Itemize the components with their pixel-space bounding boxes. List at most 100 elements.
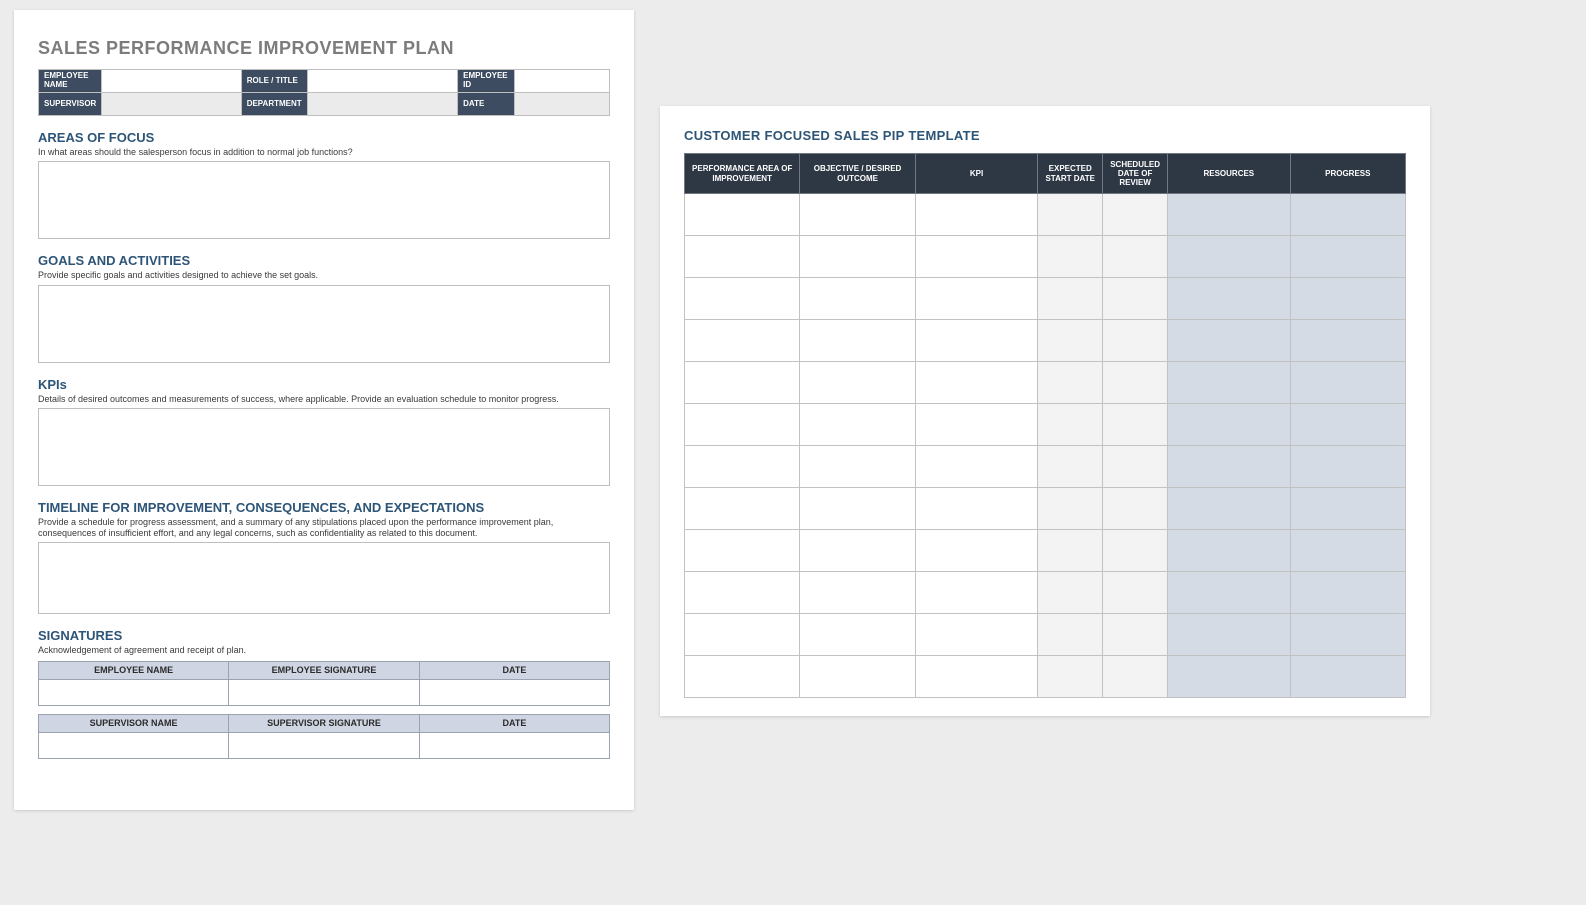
pip-cell[interactable]	[1290, 656, 1405, 698]
pip-cell[interactable]	[685, 278, 800, 320]
pip-cell[interactable]	[1103, 362, 1168, 404]
pip-cell[interactable]	[685, 488, 800, 530]
pip-cell[interactable]	[800, 278, 915, 320]
pip-cell[interactable]	[1038, 362, 1103, 404]
pip-cell[interactable]	[1103, 614, 1168, 656]
info-value-supervisor[interactable]	[102, 93, 241, 116]
pip-cell[interactable]	[800, 320, 915, 362]
info-value-employee-id[interactable]	[515, 70, 610, 93]
pip-cell[interactable]	[1038, 656, 1103, 698]
pip-cell[interactable]	[915, 194, 1038, 236]
pip-cell[interactable]	[1168, 572, 1291, 614]
pip-cell[interactable]	[1290, 614, 1405, 656]
pip-cell[interactable]	[685, 446, 800, 488]
sig-cell-sup-name[interactable]	[39, 732, 229, 758]
pip-cell[interactable]	[1290, 488, 1405, 530]
pip-cell[interactable]	[1168, 278, 1291, 320]
pip-cell[interactable]	[1103, 278, 1168, 320]
pip-cell[interactable]	[800, 236, 915, 278]
pip-cell[interactable]	[800, 530, 915, 572]
pip-cell[interactable]	[1103, 194, 1168, 236]
timeline-input-box[interactable]	[38, 542, 610, 614]
pip-cell[interactable]	[915, 488, 1038, 530]
info-value-date[interactable]	[515, 93, 610, 116]
pip-cell[interactable]	[685, 320, 800, 362]
pip-cell[interactable]	[1103, 488, 1168, 530]
areas-input-box[interactable]	[38, 161, 610, 239]
pip-cell[interactable]	[685, 614, 800, 656]
pip-cell[interactable]	[685, 362, 800, 404]
pip-cell[interactable]	[1290, 572, 1405, 614]
pip-cell[interactable]	[800, 614, 915, 656]
pip-cell[interactable]	[1168, 656, 1291, 698]
pip-cell[interactable]	[1168, 362, 1291, 404]
pip-cell[interactable]	[1290, 404, 1405, 446]
pip-cell[interactable]	[915, 572, 1038, 614]
pip-cell[interactable]	[915, 278, 1038, 320]
pip-cell[interactable]	[1290, 446, 1405, 488]
pip-cell[interactable]	[1290, 278, 1405, 320]
pip-cell[interactable]	[800, 572, 915, 614]
sig-cell-emp-sig[interactable]	[229, 679, 420, 705]
pip-cell[interactable]	[1168, 236, 1291, 278]
pip-cell[interactable]	[1168, 320, 1291, 362]
pip-cell[interactable]	[685, 236, 800, 278]
pip-cell[interactable]	[1103, 320, 1168, 362]
pip-cell[interactable]	[1168, 404, 1291, 446]
pip-cell[interactable]	[1038, 614, 1103, 656]
pip-cell[interactable]	[685, 530, 800, 572]
pip-cell[interactable]	[685, 572, 800, 614]
pip-cell[interactable]	[1290, 194, 1405, 236]
pip-cell[interactable]	[915, 446, 1038, 488]
pip-cell[interactable]	[800, 656, 915, 698]
pip-cell[interactable]	[1103, 530, 1168, 572]
pip-cell[interactable]	[800, 362, 915, 404]
pip-cell[interactable]	[1038, 194, 1103, 236]
info-value-department[interactable]	[307, 93, 458, 116]
pip-cell[interactable]	[1168, 614, 1291, 656]
sig-cell-sup-sig[interactable]	[229, 732, 420, 758]
pip-cell[interactable]	[800, 488, 915, 530]
pip-cell[interactable]	[1103, 236, 1168, 278]
pip-cell[interactable]	[1038, 446, 1103, 488]
pip-cell[interactable]	[915, 236, 1038, 278]
pip-cell[interactable]	[1038, 530, 1103, 572]
pip-cell[interactable]	[1038, 236, 1103, 278]
pip-cell[interactable]	[1103, 446, 1168, 488]
pip-cell[interactable]	[1290, 320, 1405, 362]
pip-cell[interactable]	[800, 404, 915, 446]
pip-cell[interactable]	[1168, 194, 1291, 236]
pip-cell[interactable]	[915, 614, 1038, 656]
pip-cell[interactable]	[915, 362, 1038, 404]
pip-cell[interactable]	[1103, 572, 1168, 614]
sig-cell-sup-date[interactable]	[419, 732, 609, 758]
pip-cell[interactable]	[1038, 278, 1103, 320]
sig-cell-emp-date[interactable]	[419, 679, 609, 705]
pip-cell[interactable]	[685, 404, 800, 446]
pip-cell[interactable]	[1168, 488, 1291, 530]
pip-cell[interactable]	[800, 194, 915, 236]
pip-cell[interactable]	[1290, 530, 1405, 572]
info-value-employee-name[interactable]	[102, 70, 241, 93]
goals-input-box[interactable]	[38, 285, 610, 363]
pip-cell[interactable]	[1290, 362, 1405, 404]
pip-cell[interactable]	[1103, 404, 1168, 446]
pip-cell[interactable]	[1038, 488, 1103, 530]
pip-cell[interactable]	[915, 530, 1038, 572]
pip-cell[interactable]	[1038, 572, 1103, 614]
info-value-role[interactable]	[307, 70, 458, 93]
pip-cell[interactable]	[1038, 320, 1103, 362]
pip-cell[interactable]	[1103, 656, 1168, 698]
pip-cell[interactable]	[685, 656, 800, 698]
pip-cell[interactable]	[915, 320, 1038, 362]
sig-cell-emp-name[interactable]	[39, 679, 229, 705]
pip-cell[interactable]	[1290, 236, 1405, 278]
pip-cell[interactable]	[1038, 404, 1103, 446]
pip-cell[interactable]	[915, 656, 1038, 698]
kpis-input-box[interactable]	[38, 408, 610, 486]
pip-cell[interactable]	[685, 194, 800, 236]
pip-cell[interactable]	[915, 404, 1038, 446]
pip-cell[interactable]	[1168, 446, 1291, 488]
pip-cell[interactable]	[1168, 530, 1291, 572]
pip-cell[interactable]	[800, 446, 915, 488]
